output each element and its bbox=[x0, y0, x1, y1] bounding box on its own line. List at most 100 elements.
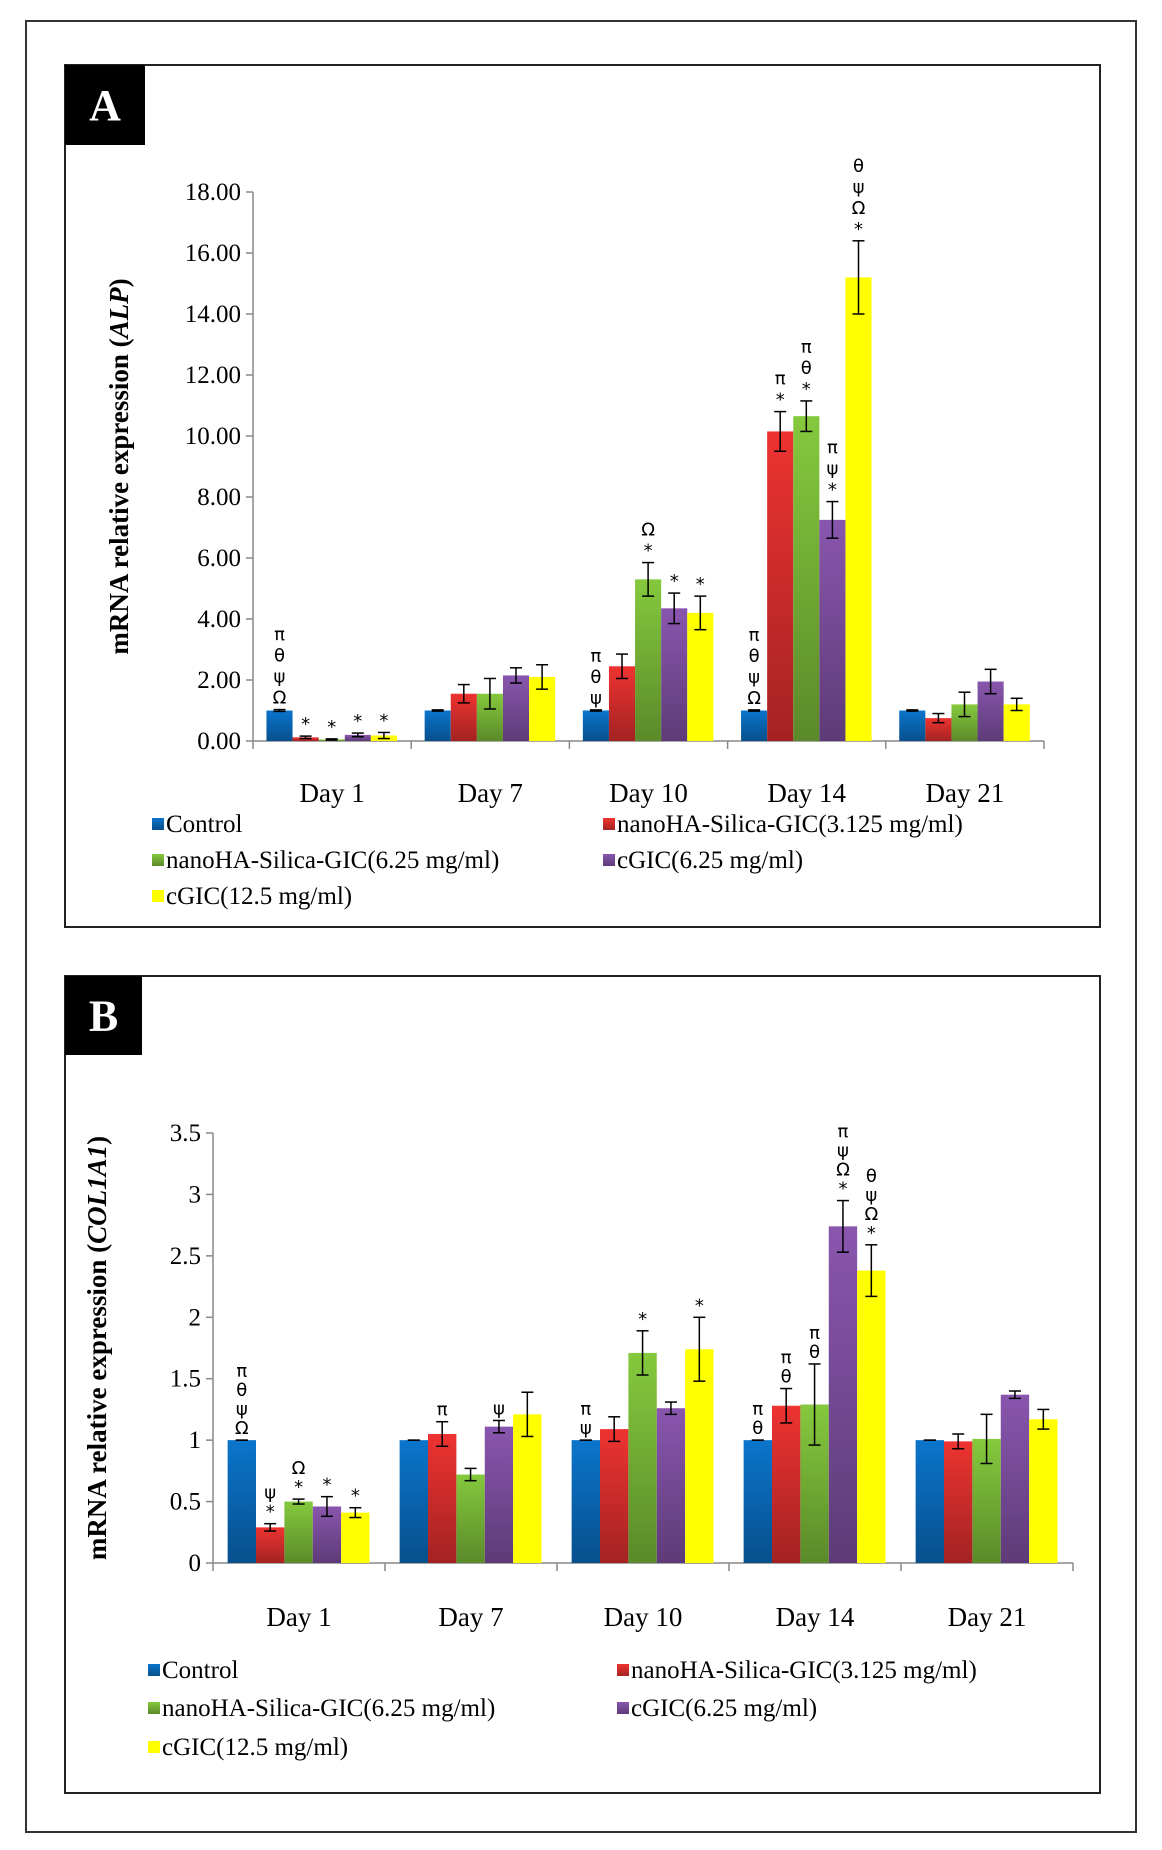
significance-marker: * bbox=[828, 480, 837, 501]
significance-marker: * bbox=[294, 1477, 303, 1498]
legend-swatch bbox=[152, 818, 164, 830]
significance-marker: ψ bbox=[236, 1399, 248, 1420]
significance-marker: π bbox=[809, 1323, 820, 1344]
significance-marker: θ bbox=[274, 646, 285, 667]
significance-marker: ψ bbox=[748, 667, 760, 688]
significance-marker: * bbox=[644, 541, 653, 562]
legend-swatch bbox=[617, 1702, 629, 1714]
significance-marker: * bbox=[327, 717, 336, 738]
significance-marker: ψ bbox=[580, 1418, 592, 1439]
y-tick-label: 0.00 bbox=[197, 728, 241, 755]
bar bbox=[600, 1429, 629, 1563]
bar bbox=[456, 1474, 485, 1563]
bar bbox=[1000, 1394, 1030, 1563]
significance-marker: Ω bbox=[641, 520, 655, 541]
legend-label: nanoHA-Silica-GIC(3.125 mg/ml) bbox=[631, 1657, 977, 1684]
y-tick-label: 0.5 bbox=[170, 1489, 201, 1516]
x-category-label: Day 7 bbox=[438, 1602, 503, 1632]
y-tick-label: 14.00 bbox=[185, 301, 241, 328]
significance-marker: ψ bbox=[274, 667, 286, 688]
significance-marker: θ bbox=[749, 646, 760, 667]
y-tick-label: 6.00 bbox=[197, 545, 241, 572]
significance-marker: * bbox=[638, 1309, 647, 1330]
bar bbox=[1029, 1419, 1058, 1563]
significance-marker: ψ bbox=[853, 177, 865, 198]
significance-marker: Ω bbox=[273, 688, 287, 709]
x-category-label: Day 21 bbox=[926, 778, 1005, 808]
significance-marker: * bbox=[353, 711, 362, 732]
significance-marker: Ω bbox=[747, 688, 761, 709]
bar bbox=[741, 710, 768, 741]
significance-marker: * bbox=[351, 1486, 360, 1507]
legend-swatch bbox=[148, 1741, 160, 1753]
significance-marker: * bbox=[322, 1475, 331, 1496]
bar bbox=[845, 277, 872, 741]
bar bbox=[399, 1440, 428, 1563]
significance-marker: * bbox=[266, 1502, 275, 1523]
bar bbox=[256, 1527, 285, 1563]
x-category-label: Day 14 bbox=[767, 778, 846, 808]
legend-swatch bbox=[603, 854, 615, 866]
bar bbox=[793, 416, 820, 741]
bar bbox=[944, 1441, 973, 1563]
significance-marker: * bbox=[670, 571, 679, 592]
significance-marker: π bbox=[781, 1348, 792, 1369]
bar bbox=[484, 1426, 514, 1563]
legend-label: cGIC(12.5 mg/ml) bbox=[166, 883, 352, 910]
y-tick-label: 0 bbox=[189, 1550, 202, 1577]
bar bbox=[513, 1414, 542, 1563]
significance-marker: π bbox=[827, 438, 838, 459]
panel-label: A bbox=[89, 81, 121, 130]
x-category-label: Day 1 bbox=[266, 1602, 331, 1632]
significance-marker: Ω bbox=[852, 198, 866, 219]
y-tick-label: 1.5 bbox=[170, 1366, 201, 1393]
y-tick-label: 1 bbox=[189, 1427, 202, 1454]
legend-swatch bbox=[603, 818, 615, 830]
panel-b-col1a1-chart: B 0 0.5 1 1.5 2 2.5 3 3.5 mRNA relative expressio… bbox=[64, 975, 1101, 1794]
legend-swatch bbox=[617, 1664, 629, 1676]
significance-marker: π bbox=[749, 625, 760, 646]
y-tick-label: 3 bbox=[189, 1181, 202, 1208]
x-category-label: Day 14 bbox=[776, 1602, 855, 1632]
significance-marker: θ bbox=[590, 667, 601, 688]
bar bbox=[628, 1352, 657, 1563]
significance-marker: ψ bbox=[493, 1398, 505, 1419]
significance-marker: θ bbox=[752, 1418, 763, 1439]
bar bbox=[582, 710, 609, 741]
y-tick-label: 12.00 bbox=[185, 362, 241, 389]
significance-marker: ψ bbox=[590, 688, 602, 709]
y-tick-label: 3.5 bbox=[170, 1120, 201, 1147]
significance-marker: Ω bbox=[235, 1418, 249, 1439]
legend-label: cGIC(12.5 mg/ml) bbox=[162, 1734, 348, 1761]
significance-marker: θ bbox=[801, 358, 812, 379]
bar bbox=[284, 1501, 313, 1563]
significance-marker: * bbox=[802, 379, 811, 400]
significance-marker: ψ bbox=[865, 1185, 877, 1206]
legend-label: cGIC(6.25 mg/ml) bbox=[617, 847, 803, 874]
significance-marker: θ bbox=[866, 1166, 877, 1187]
legend-swatch bbox=[152, 854, 164, 866]
legend-label: nanoHA-Silica-GIC(3.125 mg/ml) bbox=[617, 811, 963, 838]
y-tick-label: 18.00 bbox=[185, 179, 241, 206]
significance-marker: * bbox=[867, 1223, 876, 1244]
y-tick-label: 2.00 bbox=[197, 667, 241, 694]
significance-marker: ψ bbox=[837, 1141, 849, 1162]
bar bbox=[656, 1408, 686, 1563]
significance-marker: * bbox=[696, 574, 705, 595]
bar bbox=[661, 608, 688, 741]
y-axis-title-text: mRNA relative expression ( bbox=[104, 338, 134, 654]
y-axis-title-paren: ) bbox=[82, 1136, 112, 1145]
significance-marker: π bbox=[775, 369, 786, 390]
bar bbox=[687, 612, 714, 741]
bar bbox=[502, 675, 530, 741]
legend-label: nanoHA-Silica-GIC(6.25 mg/ml) bbox=[162, 1695, 495, 1722]
significance-marker: π bbox=[590, 646, 601, 667]
legend-label: cGIC(6.25 mg/ml) bbox=[631, 1695, 817, 1722]
y-axis-title-gene: ALP bbox=[104, 287, 134, 341]
bar bbox=[635, 579, 662, 741]
legend-swatch bbox=[152, 890, 164, 902]
panel-a-alp-chart: A 0.00 2.00 4.00 6.00 8.00 10.00 12.00 14.00 16.0… bbox=[64, 64, 1101, 928]
bar bbox=[828, 1226, 858, 1563]
y-tick-label: 8.00 bbox=[197, 484, 241, 511]
